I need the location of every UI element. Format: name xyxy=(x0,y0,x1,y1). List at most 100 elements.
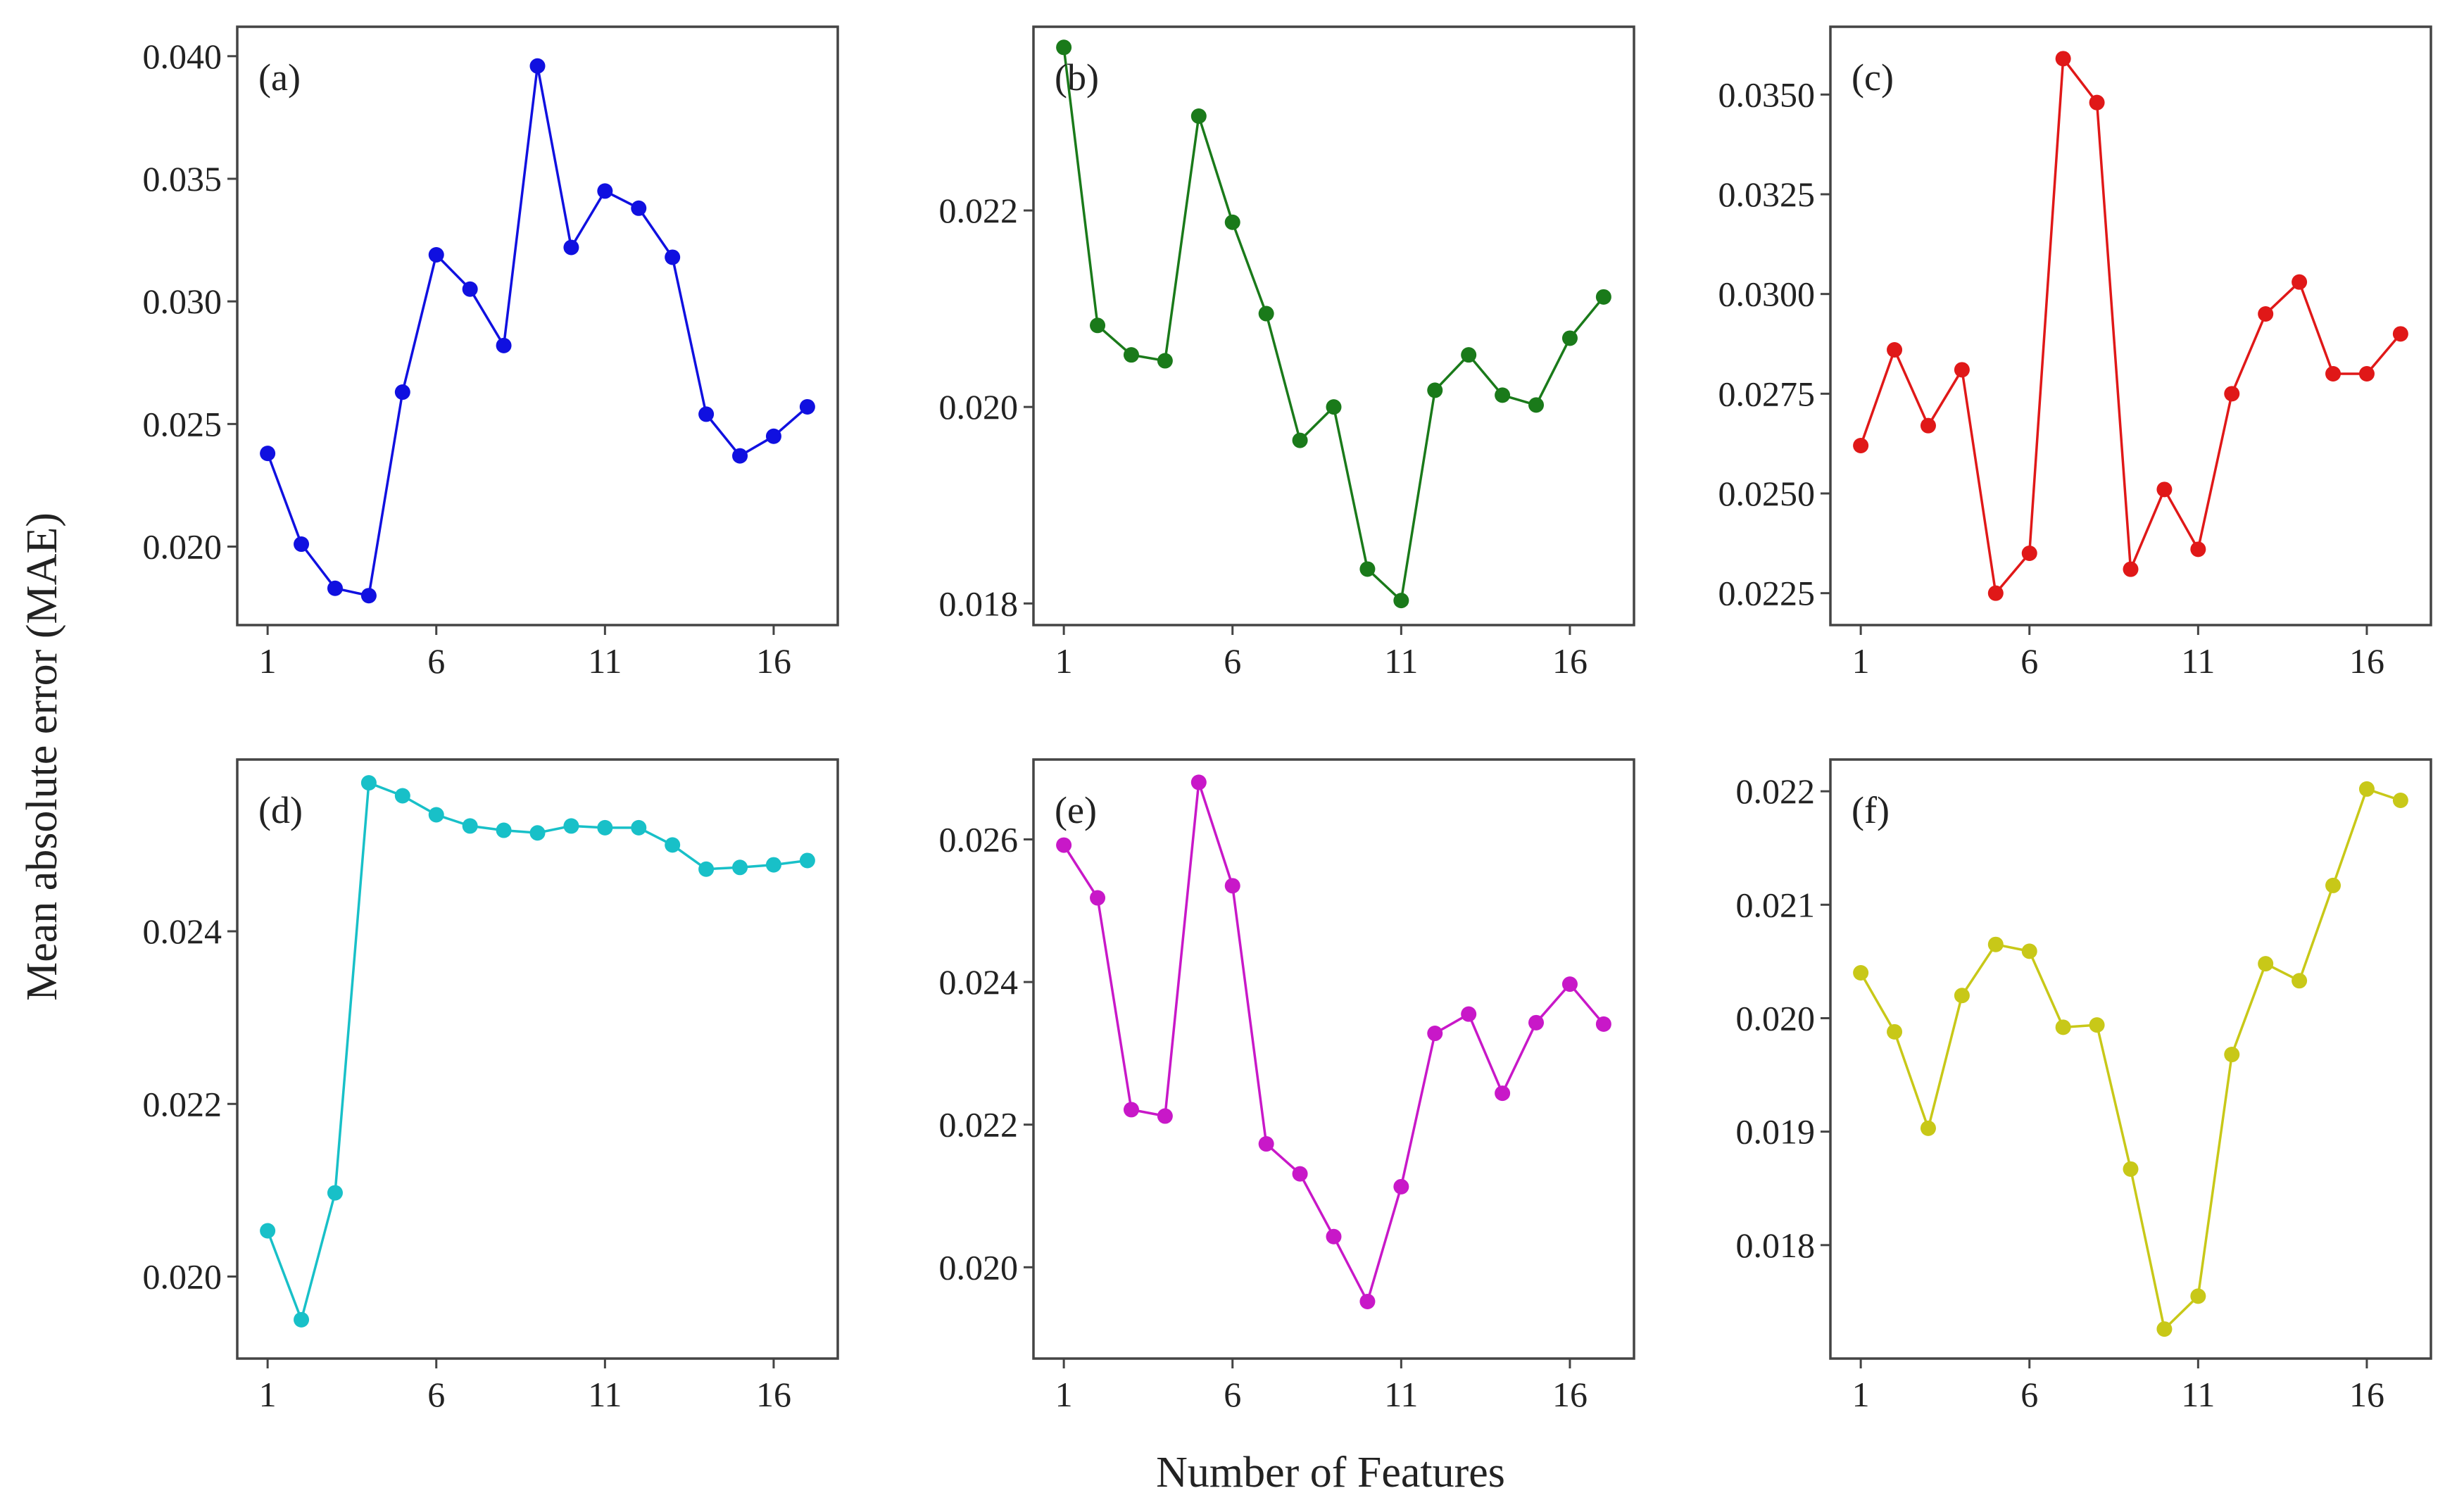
data-point xyxy=(765,857,781,873)
data-point xyxy=(294,536,310,553)
data-point xyxy=(2123,561,2139,577)
data-point xyxy=(462,281,478,297)
data-point xyxy=(1326,399,1342,415)
data-point xyxy=(1190,774,1207,790)
data-point xyxy=(1954,362,1970,378)
data-point xyxy=(597,819,613,836)
series-line xyxy=(1859,57,2402,595)
data-point xyxy=(1157,1108,1173,1124)
data-point xyxy=(2089,1017,2105,1033)
data-point xyxy=(665,249,681,265)
data-point xyxy=(1853,438,1869,453)
data-point xyxy=(2392,326,2408,342)
data-point xyxy=(732,448,748,464)
plot-frame xyxy=(1032,25,1635,626)
x-tick-label: 1 xyxy=(1852,641,1870,681)
data-point xyxy=(1495,1085,1511,1102)
series-line xyxy=(1062,781,1605,1303)
data-point xyxy=(1887,1023,1903,1040)
y-tick-label: 0.019 xyxy=(1736,1112,1816,1152)
x-tick-label: 6 xyxy=(2020,641,2038,681)
data-point xyxy=(2224,386,2240,402)
plot-frame xyxy=(1032,758,1635,1360)
data-point xyxy=(327,1185,343,1201)
data-point xyxy=(2021,943,2037,959)
y-tick-label: 0.024 xyxy=(143,912,222,951)
y-axis-label: Mean absolute error (MAE) xyxy=(18,512,66,1001)
data-point xyxy=(2325,877,2342,893)
x-tick-label: 16 xyxy=(1552,641,1588,681)
data-point xyxy=(2156,1321,2173,1337)
x-tick-label: 11 xyxy=(588,1375,622,1414)
data-point xyxy=(732,859,748,876)
y-tick-label: 0.030 xyxy=(143,282,222,321)
y-tick-label: 0.025 xyxy=(143,404,222,443)
data-point xyxy=(394,788,410,804)
y-tick-label: 0.020 xyxy=(143,527,222,567)
data-point xyxy=(1853,965,1869,981)
data-point xyxy=(563,239,579,256)
y-tick-label: 0.026 xyxy=(939,819,1019,859)
x-tick-label: 11 xyxy=(1384,641,1418,681)
x-tick-label: 16 xyxy=(756,1375,791,1414)
data-point xyxy=(1528,397,1545,413)
data-point xyxy=(2358,366,2375,382)
data-point xyxy=(394,384,410,401)
y-tick-label: 0.020 xyxy=(939,1247,1019,1287)
y-tick-label: 0.020 xyxy=(939,387,1019,427)
x-tick-label: 6 xyxy=(1224,1375,1241,1414)
x-tick-label: 11 xyxy=(588,641,622,681)
x-tick-label: 16 xyxy=(2349,1375,2384,1414)
data-point xyxy=(1090,890,1106,906)
x-tick-label: 11 xyxy=(1384,1375,1418,1414)
series-line xyxy=(1859,788,2401,1330)
data-point xyxy=(1258,305,1274,322)
data-point xyxy=(1427,1026,1443,1042)
data-point xyxy=(1359,1293,1376,1309)
data-point xyxy=(360,588,377,604)
data-point xyxy=(2055,51,2071,67)
panel-label: (b) xyxy=(1055,56,1099,99)
data-point xyxy=(2292,274,2308,290)
x-tick-label: 1 xyxy=(259,641,277,681)
x-tick-label: 6 xyxy=(427,641,445,681)
data-point xyxy=(1461,347,1477,363)
y-tick-label: 0.040 xyxy=(143,37,222,76)
data-point xyxy=(1987,936,2004,952)
series-line xyxy=(266,781,808,1321)
data-point xyxy=(1561,330,1578,346)
data-point xyxy=(799,852,815,869)
x-tick-label: 16 xyxy=(756,641,791,681)
data-point xyxy=(2190,541,2206,557)
data-point xyxy=(1495,387,1511,403)
data-point xyxy=(1461,1006,1477,1022)
data-point xyxy=(2258,956,2274,972)
data-point xyxy=(1393,1178,1409,1195)
x-tick-label: 16 xyxy=(1552,1375,1588,1414)
x-tick-label: 11 xyxy=(2181,1375,2215,1414)
data-point xyxy=(698,406,715,422)
y-tick-label: 0.0225 xyxy=(1718,574,1816,613)
panel-label: (c) xyxy=(1852,56,1894,99)
data-point xyxy=(1258,1136,1274,1152)
data-point xyxy=(2089,94,2105,111)
data-point xyxy=(2156,481,2173,498)
data-point xyxy=(496,337,512,353)
data-point xyxy=(631,200,647,216)
panel-label: (a) xyxy=(258,56,301,99)
data-point xyxy=(360,775,377,791)
y-tick-label: 0.022 xyxy=(143,1084,222,1123)
data-point xyxy=(1292,432,1308,448)
data-point xyxy=(529,825,546,841)
data-point xyxy=(1393,593,1409,609)
y-tick-label: 0.020 xyxy=(1736,998,1816,1038)
data-point xyxy=(1224,214,1240,230)
data-point xyxy=(428,807,444,823)
data-point xyxy=(2021,546,2037,561)
y-tick-label: 0.022 xyxy=(939,191,1019,230)
y-tick-label: 0.0350 xyxy=(1718,75,1816,114)
